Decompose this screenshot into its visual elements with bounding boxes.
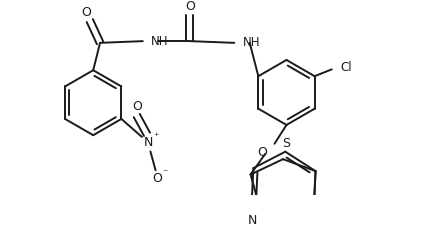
Text: O: O — [132, 101, 142, 113]
Text: N: N — [248, 214, 257, 225]
Text: ⁻: ⁻ — [162, 169, 168, 179]
Text: O: O — [257, 146, 267, 159]
Text: NH: NH — [151, 35, 169, 48]
Text: O: O — [153, 172, 162, 185]
Text: S: S — [282, 137, 291, 150]
Text: ⁺: ⁺ — [154, 132, 159, 142]
Text: O: O — [81, 6, 91, 18]
Text: N: N — [144, 136, 153, 149]
Text: Cl: Cl — [340, 61, 352, 74]
Text: NH: NH — [243, 36, 260, 49]
Text: O: O — [185, 0, 195, 13]
